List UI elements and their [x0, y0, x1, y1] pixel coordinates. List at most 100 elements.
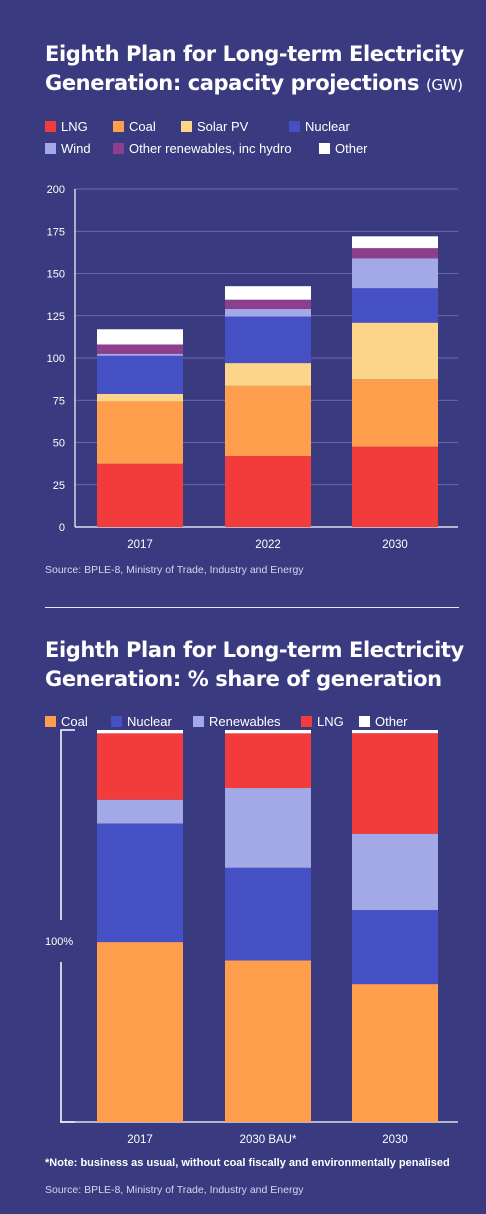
y-tick-label: 175	[47, 226, 65, 238]
bar-lng-2017	[97, 733, 183, 800]
chart1-legend-item-solar-pv: Solar PV	[181, 119, 248, 134]
bar-wind-2017	[97, 353, 183, 356]
legend-swatch	[111, 716, 122, 727]
bar-wind-2022	[225, 308, 311, 317]
chart2-source: Source: BPLE-8, Ministry of Trade, Indus…	[45, 1184, 304, 1196]
bar-coal-2022	[225, 385, 311, 457]
bar-nuclear-2022	[225, 316, 311, 364]
y-tick-label: 200	[47, 184, 65, 196]
bar-nuclear-2030	[352, 288, 438, 323]
chart1-legend: LNG Coal Solar PV Nuclear Wind Other renewabl…	[45, 119, 475, 159]
bar-nuclear-2017	[97, 823, 183, 943]
bar-lng-2022	[225, 456, 311, 527]
chart1-legend-item-wind: Wind	[45, 141, 91, 156]
chart2-title: Eighth Plan for Long-term Electricity Ge…	[45, 638, 464, 691]
chart2-legend-item-other: Other	[359, 714, 408, 729]
bar-coal-2030-bau	[225, 960, 311, 1122]
bar-lng-2030	[352, 733, 438, 834]
chart2-legend-item-renewables: Renewables	[193, 714, 281, 729]
legend-label: Solar PV	[197, 119, 249, 134]
y-tick-label: 150	[47, 269, 65, 281]
bar-nuclear-2030-bau	[225, 867, 311, 961]
y-tick-label: 0	[59, 522, 65, 534]
y-tick-label: 100	[47, 353, 65, 365]
bar-solar-pv-2022	[225, 363, 311, 386]
chart1-legend-item-coal: Coal	[113, 119, 156, 134]
legend-label: LNG	[61, 119, 88, 134]
chart1-title: Eighth Plan for Long-term Electricity Ge…	[45, 40, 465, 100]
chart2-note: *Note: business as usual, without coal f…	[45, 1157, 450, 1169]
y-tick-label: 25	[53, 480, 65, 492]
legend-swatch	[113, 143, 124, 154]
legend-label: Other	[335, 141, 368, 156]
legend-label: Renewables	[209, 714, 281, 729]
chart2-legend: Coal Nuclear Renewables LNG Other	[45, 714, 475, 734]
bar-solar-pv-2017	[97, 393, 183, 402]
bar-coal-2017	[97, 942, 183, 1122]
bar-coal-2030	[352, 379, 438, 447]
bar-lng-2017	[97, 463, 183, 527]
chart1-source: Source: BPLE-8, Ministry of Trade, Indus…	[45, 564, 304, 576]
legend-swatch	[113, 121, 124, 132]
x-tick-label: 2030	[382, 1134, 408, 1146]
legend-swatch	[181, 121, 192, 132]
chart2-legend-item-nuclear: Nuclear	[111, 714, 172, 729]
bar-renewables-2030	[352, 833, 438, 911]
bar-other-2030-bau	[225, 730, 311, 734]
bar-lng-2030-bau	[225, 733, 311, 789]
chart2-legend-item-lng: LNG	[301, 714, 344, 729]
percent-bracket	[60, 729, 75, 1123]
x-tick-label: 2030	[382, 539, 408, 551]
bar-other-renewables-inc-hydro-2030	[352, 248, 438, 259]
legend-swatch	[301, 716, 312, 727]
x-tick-label: 2030 BAU*	[240, 1134, 297, 1146]
bar-nuclear-2017	[97, 355, 183, 394]
bar-other-2030	[352, 730, 438, 734]
chart1-unit: (GW)	[425, 76, 463, 94]
legend-label: Other	[375, 714, 408, 729]
x-tick-label: 2017	[127, 1134, 153, 1146]
chart2-legend-item-coal: Coal	[45, 714, 88, 729]
legend-swatch	[45, 143, 56, 154]
legend-swatch	[289, 121, 300, 132]
legend-label: Wind	[61, 141, 91, 156]
legend-label: Coal	[61, 714, 88, 729]
legend-label: Nuclear	[305, 119, 350, 134]
bar-other-2017	[97, 730, 183, 734]
y-tick-label: 75	[53, 395, 65, 407]
legend-swatch	[193, 716, 204, 727]
bar-coal-2017	[97, 401, 183, 464]
y-tick-label: 125	[47, 311, 65, 323]
y-tick-label: 50	[53, 438, 65, 450]
legend-swatch	[319, 143, 330, 154]
x-tick-label: 2022	[255, 539, 281, 551]
chart1-legend-item-nuclear: Nuclear	[289, 119, 350, 134]
legend-label: Coal	[129, 119, 156, 134]
capacity-bar-chart: 0 25 50 75 100 125 150 175 200 2017 2022 2030	[47, 184, 458, 551]
bar-nuclear-2030	[352, 910, 438, 985]
bracket-label: 100%	[45, 936, 73, 948]
section-divider	[45, 607, 459, 608]
legend-swatch	[45, 121, 56, 132]
bar-coal-2030	[352, 984, 438, 1122]
legend-label: LNG	[317, 714, 344, 729]
bar-other-renewables-inc-hydro-2017	[97, 344, 183, 354]
chart1-title-text: Eighth Plan for Long-term Electricity Ge…	[45, 42, 464, 95]
legend-label: Nuclear	[127, 714, 172, 729]
bar-solar-pv-2030	[352, 322, 438, 380]
bar-other-renewables-inc-hydro-2022	[225, 299, 311, 309]
bar-renewables-2030-bau	[225, 788, 311, 868]
chart1-legend-item-other-renewables-inc-hydro: Other renewables, inc hydro	[113, 141, 292, 156]
bar-renewables-2017	[97, 799, 183, 824]
x-tick-label: 2017	[127, 539, 153, 551]
bar-other-2022	[225, 286, 311, 300]
bar-lng-2030	[352, 446, 438, 527]
legend-swatch	[45, 716, 56, 727]
bar-other-2017	[97, 329, 183, 345]
chart1-legend-item-lng: LNG	[45, 119, 88, 134]
bar-wind-2030	[352, 258, 438, 289]
legend-swatch	[359, 716, 370, 727]
chart1-legend-item-other: Other	[319, 141, 368, 156]
legend-label: Other renewables, inc hydro	[129, 141, 292, 156]
